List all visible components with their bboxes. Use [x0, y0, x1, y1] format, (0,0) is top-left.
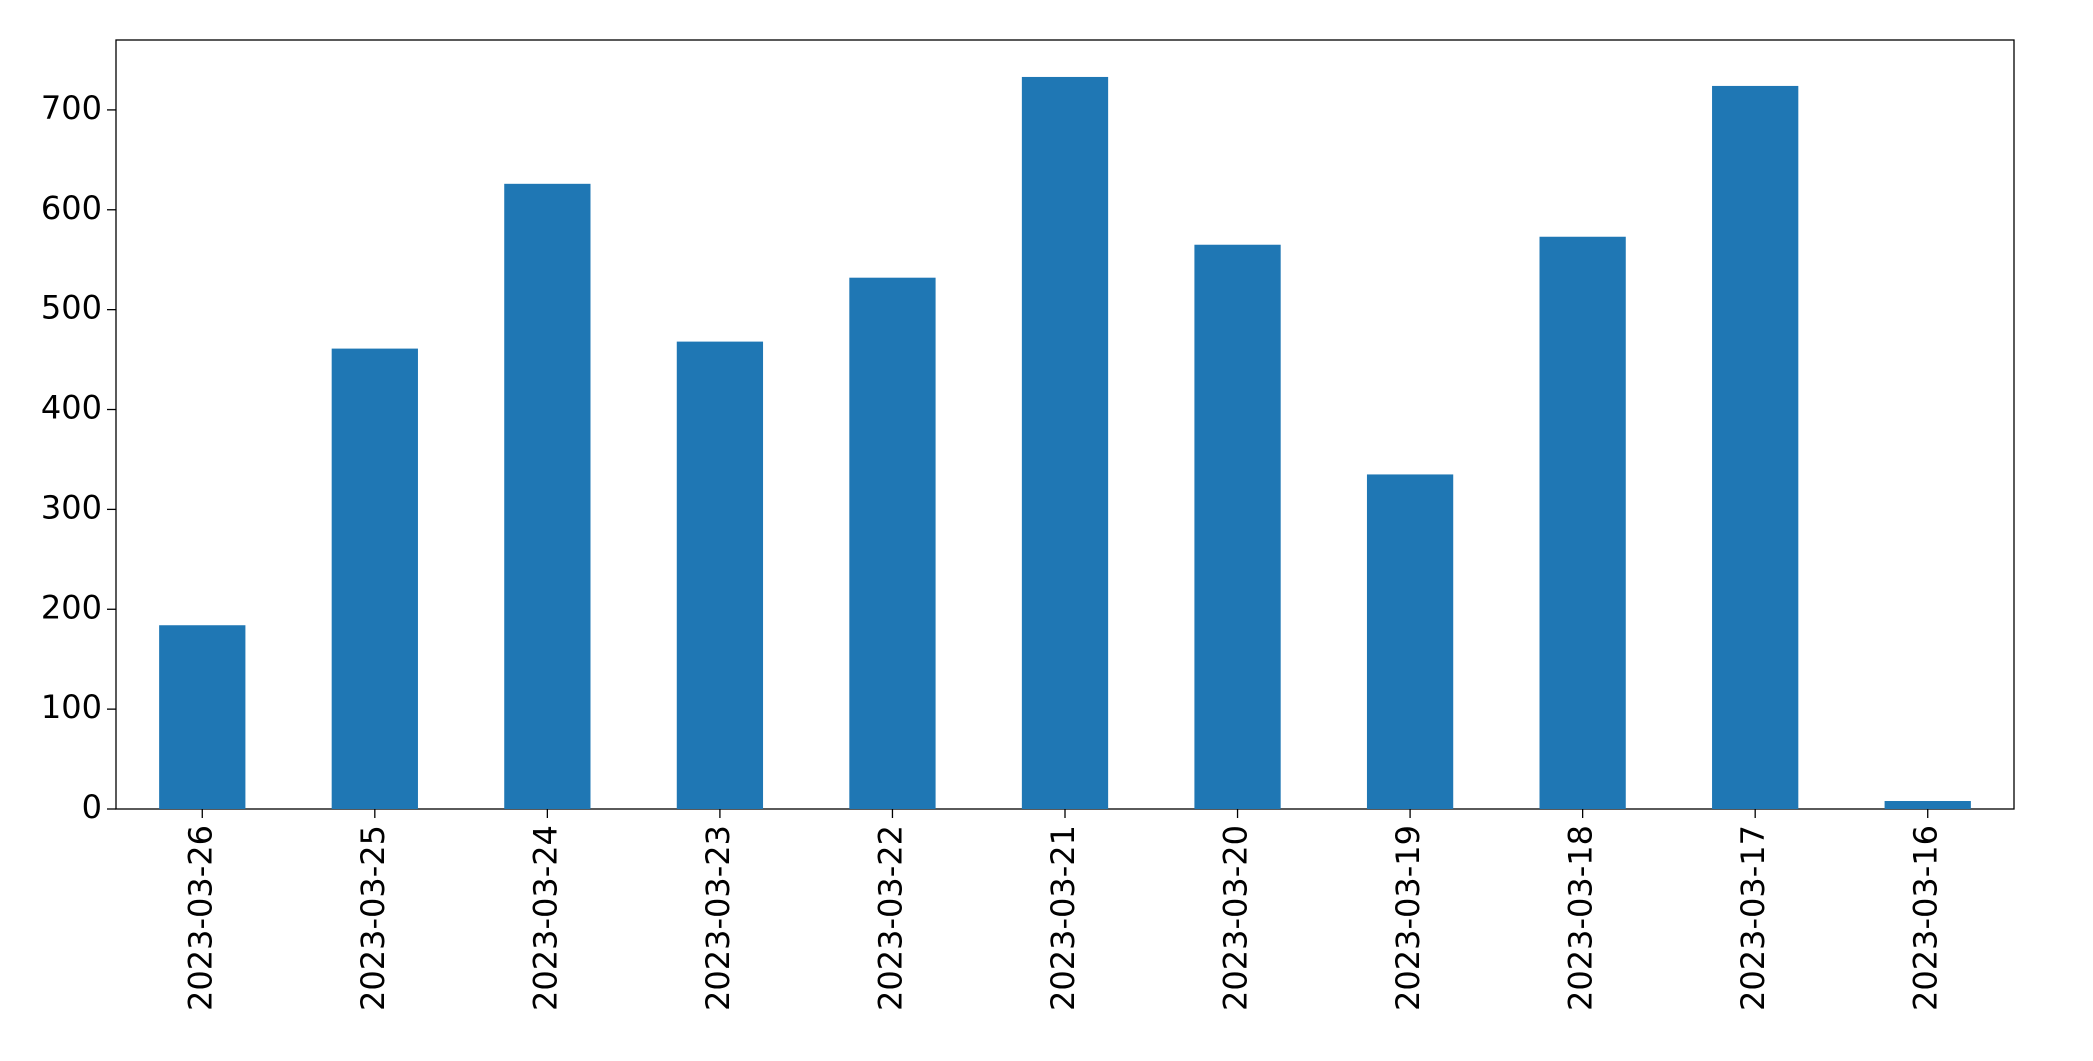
- bar: [1884, 801, 1971, 809]
- bar: [504, 183, 591, 809]
- bar: [159, 625, 246, 809]
- bar: [1366, 474, 1454, 809]
- bar: [1539, 236, 1626, 810]
- y-tick-label: 300: [41, 488, 102, 526]
- y-tick-label: 700: [41, 89, 102, 127]
- x-tick-label: 2023-03-16: [1907, 825, 1945, 1011]
- x-tick-label: 2023-03-18: [1562, 825, 1600, 1011]
- x-tick-label: 2023-03-22: [871, 825, 909, 1011]
- y-tick-label: 100: [41, 688, 102, 726]
- y-tick-label: 600: [41, 189, 102, 227]
- x-tick-label: 2023-03-25: [354, 825, 392, 1011]
- y-tick-label: 400: [41, 389, 102, 427]
- bar: [331, 348, 418, 809]
- bar: [1712, 85, 1799, 810]
- x-tick-label: 2023-03-23: [699, 825, 737, 1011]
- y-tick-label: 200: [41, 588, 102, 626]
- bar: [1194, 244, 1281, 809]
- x-tick-label: 2023-03-24: [526, 825, 564, 1011]
- x-tick-label: 2023-03-21: [1044, 825, 1082, 1011]
- x-tick-label: 2023-03-19: [1389, 825, 1427, 1011]
- bar: [676, 341, 764, 809]
- x-tick-label: 2023-03-20: [1217, 825, 1255, 1011]
- x-tick-label: 2023-03-17: [1734, 825, 1772, 1011]
- x-tick-label: 2023-03-26: [181, 825, 219, 1011]
- y-tick-label: 0: [82, 788, 102, 826]
- bar: [849, 277, 936, 809]
- y-tick-label: 500: [41, 289, 102, 327]
- bar: [1021, 76, 1109, 809]
